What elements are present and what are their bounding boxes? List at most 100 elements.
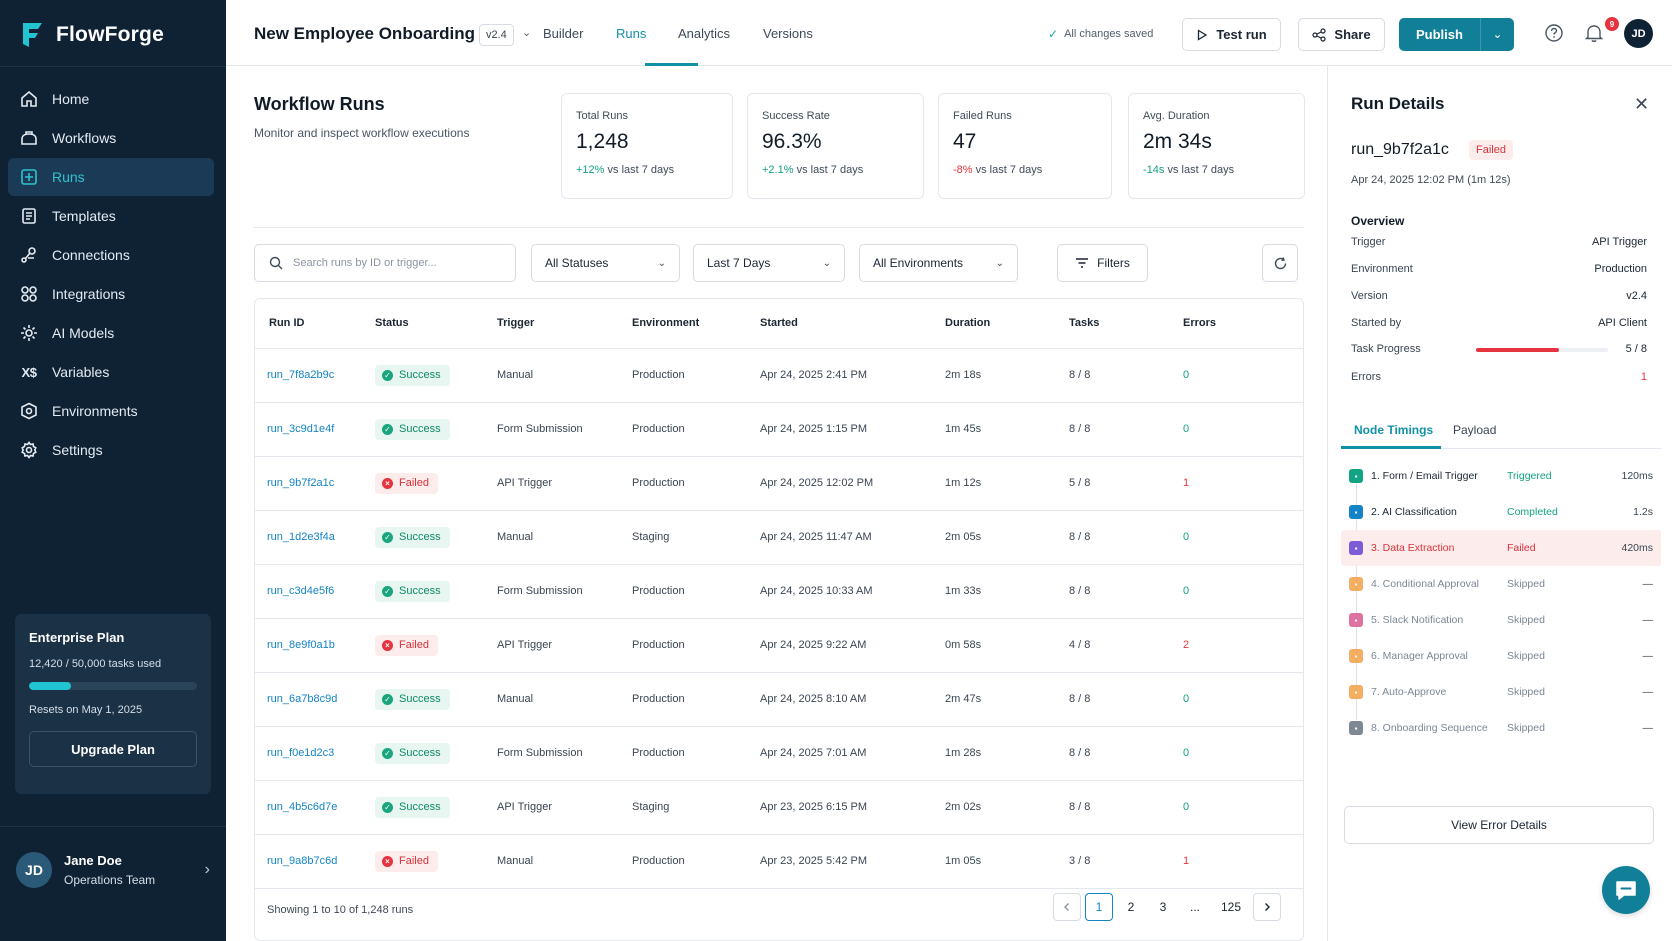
run-id-link[interactable]: run_3c9d1e4f (255, 402, 375, 457)
pagination-page[interactable]: 2 (1127, 900, 1135, 914)
table-row[interactable]: run_4b5c6d7e ✓ Success API Trigger Staging Ap… (255, 780, 1303, 835)
run-id-link[interactable]: run_9b7f2a1c (255, 456, 375, 511)
share-button[interactable]: Share (1298, 18, 1385, 51)
started-cell: Apr 23, 2025 5:42 PM (760, 834, 945, 889)
run-id-link[interactable]: run_c3d4e5f6 (255, 564, 375, 619)
stat-change: -8% vs last 7 days (953, 164, 1097, 176)
pagination-page[interactable]: 3 (1159, 900, 1167, 914)
tasks-cell: 8 / 8 (1069, 564, 1183, 619)
node-timing-row[interactable]: ▪ 6. Manager Approval Skipped — (1341, 638, 1661, 674)
run-id-link[interactable]: run_7f8a2b9c (255, 348, 375, 403)
check-circle-icon: ✓ (382, 423, 393, 435)
refresh-button[interactable] (1262, 244, 1298, 282)
tab-versions[interactable]: Versions (763, 26, 813, 41)
upgrade-plan-button[interactable]: Upgrade Plan (29, 731, 197, 767)
column-header[interactable]: Tasks (1069, 299, 1183, 349)
sidebar-item-workflows[interactable]: Workflows (8, 119, 214, 157)
node-timing-row[interactable]: ▪ 2. AI Classification Completed 1.2s (1341, 494, 1661, 530)
error-icon: × (382, 639, 393, 651)
table-row[interactable]: run_c3d4e5f6 ✓ Success Form Submission Produ… (255, 564, 1303, 619)
table-row[interactable]: run_6a7b8c9d ✓ Success Manual Production Apr … (255, 672, 1303, 727)
column-header[interactable]: Errors (1183, 299, 1303, 349)
pagination-next-button[interactable] (1253, 893, 1281, 921)
help-icon[interactable] (1543, 22, 1565, 44)
tab-node-timings[interactable]: Node Timings (1354, 423, 1434, 437)
column-header[interactable]: Trigger (497, 299, 632, 349)
task-progress-bar-fill (1476, 348, 1559, 352)
close-icon[interactable]: ✕ (1634, 94, 1650, 114)
sidebar-item-label: Environments (52, 403, 138, 419)
sidebar-item-integrations[interactable]: Integrations (8, 275, 214, 313)
run-id-link[interactable]: run_8e9f0a1b (255, 618, 375, 673)
table-row[interactable]: run_1d2e3f4a ✓ Success Manual Staging Apr 24,… (255, 510, 1303, 565)
node-timing-row[interactable]: ▪ 5. Slack Notification Skipped — (1341, 602, 1661, 638)
date-filter-select[interactable]: Last 7 Days ⌄ (693, 244, 845, 282)
node-timing-row[interactable]: ▪ 8. Onboarding Sequence Skipped — (1341, 710, 1661, 746)
run-id-link[interactable]: run_f0e1d2c3 (255, 726, 375, 781)
table-row[interactable]: run_9b7f2a1c × Failed API Trigger Production… (255, 456, 1303, 511)
node-timing-row[interactable]: ▪ 3. Data Extraction Failed 420ms (1341, 530, 1661, 566)
table-row[interactable]: run_3c9d1e4f ✓ Success Form Submission Produ… (255, 402, 1303, 457)
run-id-link[interactable]: run_9a8b7c6d (255, 834, 375, 889)
column-header[interactable]: Status (375, 299, 497, 349)
chevron-down-icon[interactable]: ⌄ (1480, 18, 1514, 51)
column-header[interactable]: Environment (632, 299, 760, 349)
node-timing-row[interactable]: ▪ 7. Auto-Approve Skipped — (1341, 674, 1661, 710)
test-run-button[interactable]: Test run (1182, 18, 1281, 51)
chevron-right-icon (1265, 903, 1270, 911)
stat-success-rate: Success Rate 96.3% +2.1% vs last 7 days (747, 93, 924, 199)
environment-filter-select[interactable]: All Environments ⌄ (859, 244, 1018, 282)
column-header[interactable]: Started (760, 299, 945, 349)
tab-payload[interactable]: Payload (1453, 423, 1497, 437)
run-id-link[interactable]: run_1d2e3f4a (255, 510, 375, 565)
user-profile[interactable]: JD Jane Doe Operations Team › (16, 852, 210, 888)
run-id-link[interactable]: run_4b5c6d7e (255, 780, 375, 835)
avatar[interactable]: JD (1624, 19, 1653, 48)
sidebar-divider (0, 66, 226, 67)
node-icon: ▪ (1349, 613, 1363, 627)
bell-icon[interactable] (1583, 22, 1605, 44)
run-id-link[interactable]: run_6a7b8c9d (255, 672, 375, 727)
started-cell: Apr 24, 2025 7:01 AM (760, 726, 945, 781)
sidebar-item-settings[interactable]: Settings (8, 431, 214, 469)
tab-analytics[interactable]: Analytics (678, 26, 731, 41)
column-header[interactable]: Duration (945, 299, 1069, 349)
brand[interactable]: FlowForge (20, 20, 164, 50)
node-icon: ▪ (1349, 649, 1363, 663)
errors-cell: 0 (1183, 780, 1303, 835)
chevron-down-icon[interactable]: ⌄ (522, 27, 532, 39)
status-filter-select[interactable]: All Statuses ⌄ (531, 244, 680, 282)
search-input[interactable] (293, 257, 493, 269)
column-header[interactable]: Run ID (255, 299, 375, 349)
sidebar-item-ai-models[interactable]: AI Models (8, 314, 214, 352)
table-row[interactable]: run_f0e1d2c3 ✓ Success Form Submission Produ… (255, 726, 1303, 781)
status-cell: ✓ Success (375, 672, 497, 727)
workflows-icon (19, 128, 39, 148)
environment-cell: Production (632, 456, 760, 511)
table-row[interactable]: run_9a8b7c6d × Failed Manual Production Apr 2… (255, 834, 1303, 889)
table-row[interactable]: run_7f8a2b9c ✓ Success Manual Production Apr … (255, 348, 1303, 403)
pagination-prev-button[interactable] (1053, 893, 1081, 921)
tab-builder[interactable]: Builder (543, 26, 584, 41)
tasks-cell: 8 / 8 (1069, 780, 1183, 835)
version-badge[interactable]: v2.4 (479, 24, 514, 46)
sidebar-item-connections[interactable]: Connections (8, 236, 214, 274)
sidebar-item-runs[interactable]: Runs (8, 158, 214, 196)
node-timing-row[interactable]: ▪ 4. Conditional Approval Skipped — (1341, 566, 1661, 602)
table-row[interactable]: run_8e9f0a1b × Failed API Trigger Production… (255, 618, 1303, 673)
plan-card: Enterprise Plan 12,420 / 50,000 tasks us… (15, 614, 211, 794)
user-divider (0, 826, 226, 827)
pagination-page[interactable]: 1 (1085, 893, 1113, 921)
view-error-details-button[interactable]: View Error Details (1344, 806, 1654, 844)
sidebar-item-home[interactable]: Home (8, 80, 214, 118)
tab-runs[interactable]: Runs (616, 26, 647, 41)
pagination-page[interactable]: 125 (1220, 900, 1242, 914)
node-timing-row[interactable]: ▪ 1. Form / Email Trigger Triggered 120ms (1341, 458, 1661, 494)
chat-support-button[interactable] (1602, 866, 1650, 914)
publish-button[interactable]: Publish ⌄ (1399, 18, 1514, 51)
sidebar-item-templates[interactable]: Templates (8, 197, 214, 235)
sidebar-item-variables[interactable]: X$ Variables (8, 353, 214, 391)
filters-button[interactable]: Filters (1057, 244, 1148, 282)
status-text: Failed (399, 639, 429, 651)
sidebar-item-environments[interactable]: Environments (8, 392, 214, 430)
